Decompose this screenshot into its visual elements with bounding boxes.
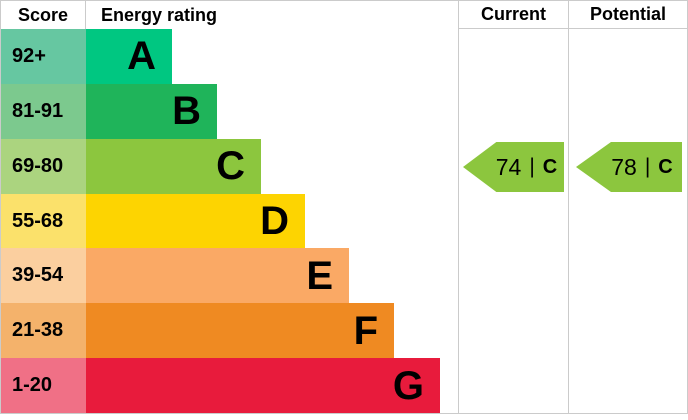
- current-column: Current 74 | C: [458, 1, 568, 413]
- band-letter-g: G: [392, 363, 424, 408]
- potential-column-header: Potential: [569, 1, 687, 29]
- potential-band-letter: C: [658, 155, 673, 178]
- band-letter-b: B: [172, 89, 201, 134]
- band-letter-f: F: [353, 308, 378, 353]
- rating-bar-c: C: [86, 138, 261, 194]
- potential-rating-arrow: 78 | C: [576, 142, 682, 192]
- band-row-g: 1-20 G: [1, 358, 458, 414]
- rating-bar-d: D: [86, 193, 305, 249]
- score-range-e: 39-54: [1, 248, 86, 304]
- band-row-e: 39-54 E: [1, 248, 458, 304]
- band-letter-c: C: [216, 144, 245, 189]
- band-row-c: 69-80 C: [1, 138, 458, 194]
- current-separator: |: [529, 155, 535, 178]
- band-row-b: 81-91 B: [1, 83, 458, 139]
- current-column-header: Current: [459, 1, 568, 29]
- current-band-letter: C: [542, 155, 558, 178]
- current-column-body: 74 | C: [459, 29, 568, 413]
- band-row-a: 92+ A: [1, 29, 458, 84]
- potential-separator: |: [644, 155, 651, 178]
- energy-rating-header: Energy rating: [101, 4, 218, 25]
- rating-bar-a: A: [86, 29, 172, 84]
- rating-bar-e: E: [86, 248, 349, 304]
- current-score-value: 74: [495, 153, 522, 180]
- rating-bar-f: F: [86, 303, 394, 359]
- score-range-f: 21-38: [1, 303, 86, 359]
- score-range-c: 69-80: [1, 138, 86, 194]
- current-rating-arrow: 74 | C: [463, 142, 564, 192]
- score-range-d: 55-68: [1, 193, 86, 249]
- rating-bar-b: B: [86, 83, 217, 139]
- score-range-a: 92+: [1, 29, 86, 84]
- band-row-f: 21-38 F: [1, 303, 458, 359]
- score-range-g: 1-20: [1, 358, 86, 414]
- potential-column: Potential 78 | C: [568, 1, 687, 413]
- rating-table: Score Energy rating 92+ A 81-91 B 69-80 …: [1, 1, 458, 414]
- band-letter-d: D: [260, 199, 289, 243]
- score-range-b: 81-91: [1, 83, 86, 139]
- band-letter-a: A: [127, 34, 156, 79]
- band-row-d: 55-68 D: [1, 193, 458, 249]
- rating-bar-g: G: [86, 358, 440, 414]
- left-header-row: Score Energy rating: [1, 1, 458, 29]
- score-column-header: Score: [1, 1, 86, 29]
- band-letter-e: E: [306, 253, 333, 298]
- potential-column-body: 78 | C: [569, 29, 687, 413]
- potential-score-value: 78: [611, 153, 637, 180]
